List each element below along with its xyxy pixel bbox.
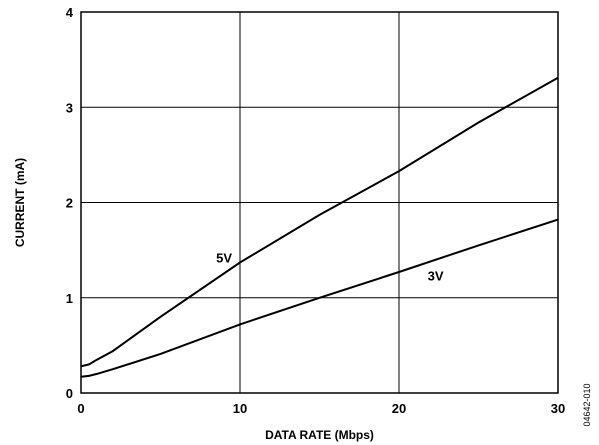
series-line-5v — [80, 76, 559, 368]
y-tick-label-2: 2 — [66, 196, 73, 211]
x-axis-label: DATA RATE (Mbps) — [265, 428, 374, 442]
y-tick-label-1: 1 — [66, 291, 73, 306]
grid — [81, 12, 558, 393]
figure-id: 04642-010 — [582, 383, 592, 426]
x-tick-label-0: 0 — [77, 401, 84, 416]
y-tick-labels: 0 1 2 3 4 — [66, 5, 74, 401]
y-tick-label-0: 0 — [66, 386, 73, 401]
series-line-3v — [80, 218, 559, 378]
series-label-5v: 5V — [216, 251, 232, 266]
x-tick-label-20: 20 — [392, 401, 406, 416]
y-axis-label: CURRENT (mA) — [13, 158, 27, 247]
y-tick-label-4: 4 — [66, 5, 74, 20]
y-tick-label-3: 3 — [66, 100, 73, 115]
plot-frame — [80, 11, 559, 394]
series-annotations: 5V 3V — [216, 251, 444, 284]
x-tick-label-30: 30 — [551, 401, 565, 416]
x-tick-labels: 0 10 20 30 — [77, 401, 565, 416]
series-layer — [80, 76, 559, 378]
x-tick-label-10: 10 — [233, 401, 247, 416]
series-label-3v: 3V — [428, 269, 444, 284]
